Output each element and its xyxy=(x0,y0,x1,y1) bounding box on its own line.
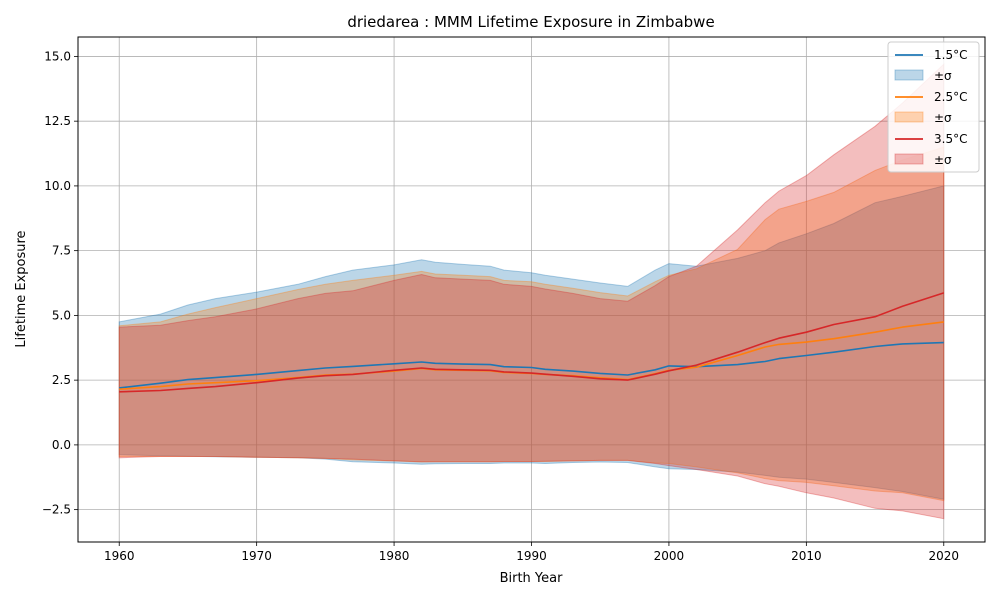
x-axis-ticks: 1960 1970 1980 1990 2000 2010 2020 xyxy=(104,542,959,563)
y-tick-label: 5.0 xyxy=(52,308,71,322)
x-tick-label: 2020 xyxy=(928,549,959,563)
legend-label: ±σ xyxy=(934,69,952,83)
y-axis-label: Lifetime Exposure xyxy=(14,230,29,347)
x-tick-label: 1960 xyxy=(104,549,135,563)
legend-band-swatch xyxy=(894,153,924,165)
y-tick-label: 7.5 xyxy=(52,244,71,258)
legend-label: ±σ xyxy=(934,111,952,125)
legend-label: 1.5°C xyxy=(934,48,967,62)
sigma-band-series-2 xyxy=(118,146,945,502)
legend-label: 3.5°C xyxy=(934,132,967,146)
y-tick-label: −2.5 xyxy=(42,503,71,517)
y-tick-label: 10.0 xyxy=(44,179,71,193)
mean-line-series-3 xyxy=(119,292,945,393)
x-tick-label: 1970 xyxy=(241,549,272,563)
chart-title: driedarea : MMM Lifetime Exposure in Zim… xyxy=(347,13,714,31)
legend-label: 2.5°C xyxy=(934,90,967,104)
y-tick-label: 2.5 xyxy=(52,373,71,387)
x-tick-label: 2010 xyxy=(791,549,822,563)
mean-lines xyxy=(119,292,945,393)
legend: 1.5°C ±σ 2.5°C ±σ 3.5°C ±σ xyxy=(887,41,980,173)
y-axis-ticks: −2.5 0.0 2.5 5.0 7.5 10.0 12.5 15.0 xyxy=(42,49,78,517)
sigma-bands xyxy=(118,63,945,520)
legend-band-swatch xyxy=(894,111,924,123)
y-tick-label: 12.5 xyxy=(44,114,71,128)
mean-line-series-1 xyxy=(119,341,944,389)
legend-band-swatch xyxy=(894,69,924,81)
x-axis-label: Birth Year xyxy=(500,571,564,586)
y-tick-label: 15.0 xyxy=(44,49,71,63)
grid xyxy=(78,37,985,542)
x-tick-label: 1980 xyxy=(379,549,410,563)
sigma-band-series-1 xyxy=(118,185,945,500)
legend-label: ±σ xyxy=(934,153,952,167)
x-tick-label: 2000 xyxy=(654,549,685,563)
x-tick-label: 1990 xyxy=(516,549,547,563)
y-tick-label: 0.0 xyxy=(52,438,71,452)
sigma-band-series-3 xyxy=(118,63,945,520)
